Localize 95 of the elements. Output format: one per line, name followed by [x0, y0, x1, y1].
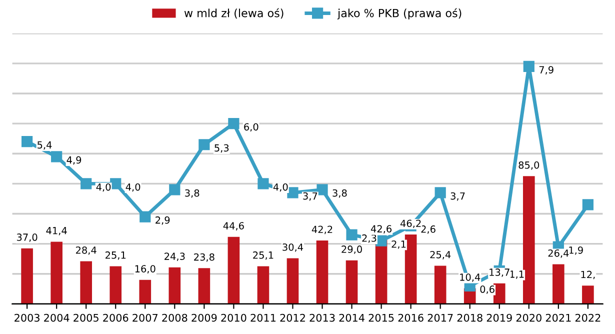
data-label: 24,3	[164, 252, 185, 261]
point	[80, 178, 92, 190]
point	[228, 118, 240, 130]
point	[258, 178, 269, 190]
point	[22, 136, 33, 148]
data-label: 30,4	[282, 243, 304, 252]
data-label: 3,8	[332, 189, 347, 198]
data-label: 4,0	[96, 183, 111, 192]
data-label: 25,1	[106, 251, 126, 260]
data-label: 1,9	[569, 246, 583, 255]
data-label: 16,0	[135, 265, 156, 274]
data-label: 44,6	[223, 222, 244, 230]
point	[316, 184, 328, 196]
point	[110, 178, 122, 190]
bar	[228, 236, 240, 304]
bar	[198, 268, 210, 304]
x-tick-label: 2008	[162, 314, 188, 322]
bar	[168, 267, 181, 304]
data-label: 3,8	[185, 189, 200, 198]
data-label: 7,9	[539, 66, 554, 74]
x-tick-label: 2015	[368, 314, 394, 322]
x-tick-label: 2005	[74, 314, 98, 322]
point	[51, 151, 62, 162]
data-label: 25,4	[430, 250, 451, 260]
x-tick-label: 2022	[575, 314, 600, 322]
bar	[139, 280, 152, 304]
legend-label: w mld zł (lewa oś)	[184, 8, 284, 19]
data-label: 2,6	[421, 225, 436, 234]
x-tick-label: 2004	[44, 314, 70, 322]
point	[523, 60, 534, 72]
point	[287, 187, 298, 198]
point	[169, 184, 180, 196]
data-label: 2,9	[156, 216, 170, 225]
data-label: 41,4	[46, 227, 67, 236]
data-label: 3,7	[303, 192, 318, 201]
data-label: 10,4	[460, 274, 480, 282]
bar	[493, 283, 506, 304]
bar	[21, 248, 33, 304]
x-tick-label: 2018	[457, 314, 482, 322]
x-tick-label: 2003	[14, 314, 40, 322]
bar	[110, 266, 122, 304]
data-label: 29,0	[342, 246, 362, 254]
point	[434, 187, 446, 198]
bar	[80, 261, 92, 304]
point	[346, 229, 358, 240]
data-label: 5,4	[38, 141, 52, 150]
x-tick-label: 2014	[339, 314, 364, 322]
bar	[582, 286, 594, 304]
data-label: 2,1	[392, 240, 406, 249]
data-label: 42,2	[312, 226, 332, 234]
data-label: 4,9	[66, 156, 82, 165]
x-tick-label: 2011	[250, 314, 276, 322]
data-label: 28,4	[76, 246, 96, 255]
bar	[257, 266, 270, 304]
data-label: 2,3	[362, 234, 376, 243]
data-label: 4,0	[126, 183, 140, 192]
x-tick-label: 2020	[516, 314, 542, 322]
bar	[434, 266, 446, 304]
bar	[286, 258, 299, 304]
data-label: 5,3	[214, 144, 229, 153]
data-label: 85,0	[518, 161, 540, 170]
data-label: 0,6	[480, 286, 494, 294]
data-label: 42,6	[370, 225, 392, 234]
point	[140, 211, 151, 222]
data-label: 6,0	[244, 123, 258, 132]
data-label: 23,8	[194, 253, 214, 262]
bar	[552, 264, 564, 304]
bar	[346, 260, 358, 304]
x-tick-label: 2009	[192, 314, 217, 322]
data-label: 25,1	[253, 251, 274, 260]
x-tick-label: 2012	[280, 314, 305, 322]
x-tick-label: 2006	[103, 314, 128, 322]
data-label: 3,7	[450, 192, 465, 201]
point	[582, 199, 594, 210]
bar	[50, 242, 62, 304]
bar	[522, 176, 535, 304]
data-label: 12,	[581, 270, 595, 280]
point	[198, 139, 210, 150]
x-tick-label: 2013	[310, 314, 335, 322]
data-label: 1,1	[510, 270, 524, 279]
x-tick-label: 2017	[428, 314, 453, 322]
bar	[404, 234, 417, 304]
legend-label: jako % PKB (prawa oś)	[337, 8, 462, 20]
data-label: 37,0	[16, 234, 38, 242]
x-tick-label: 2007	[132, 314, 158, 322]
data-label: 26,4	[548, 249, 569, 258]
data-label: 4,0	[273, 183, 288, 192]
x-tick-label: 2016	[398, 314, 424, 322]
x-tick-label: 2019	[486, 314, 512, 322]
bar	[316, 240, 328, 304]
point	[376, 235, 387, 246]
data-label: 46,2	[400, 220, 421, 228]
data-label: 13,7	[490, 268, 510, 277]
x-tick-label: 2010	[221, 314, 246, 322]
x-tick-label: 2021	[546, 314, 571, 322]
